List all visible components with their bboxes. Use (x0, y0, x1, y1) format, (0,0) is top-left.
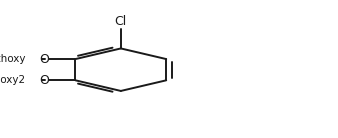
Text: methoxy: methoxy (0, 54, 25, 64)
Text: Cl: Cl (115, 15, 127, 28)
Text: methoxy2: methoxy2 (0, 75, 25, 85)
Text: O: O (39, 53, 49, 66)
Text: O: O (39, 74, 49, 87)
